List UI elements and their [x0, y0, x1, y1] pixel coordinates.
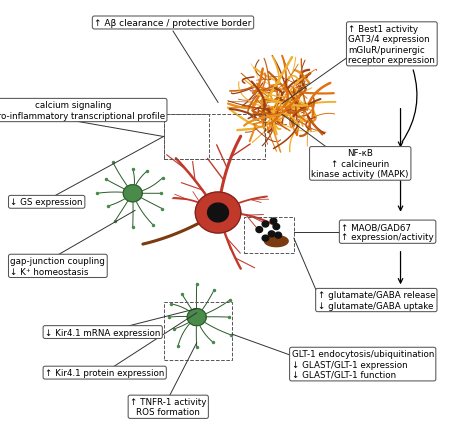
Bar [244, 217, 294, 253]
Text: ↑ Best1 activity
GAT3/4 expression
mGluR/purinergic
receptor expression: ↑ Best1 activity GAT3/4 expression mGluR… [348, 25, 435, 65]
Text: ↑ Aβ clearance / protective border: ↑ Aβ clearance / protective border [94, 19, 252, 28]
Polygon shape [268, 231, 275, 237]
Polygon shape [256, 227, 263, 233]
Polygon shape [275, 233, 282, 239]
Text: ↑ glutamate/GABA release
↓ glutamate/GABA uptake: ↑ glutamate/GABA release ↓ glutamate/GAB… [318, 291, 435, 310]
Polygon shape [270, 219, 277, 225]
Polygon shape [273, 224, 280, 230]
Text: ↑ TNFR-1 activity
ROS formation: ↑ TNFR-1 activity ROS formation [130, 397, 207, 417]
Text: GLT-1 endocytosis/ubiquitination
↓ GLAST/GLT-1 expression
↓ GLAST/GLT-1 function: GLT-1 endocytosis/ubiquitination ↓ GLAST… [292, 349, 434, 379]
Polygon shape [262, 222, 269, 227]
Text: calcium signaling
↑ pro-inflammatory transcriptional profile: calcium signaling ↑ pro-inflammatory tra… [0, 101, 165, 121]
Polygon shape [187, 309, 206, 326]
Text: ↑ Kir4.1 protein expression: ↑ Kir4.1 protein expression [45, 368, 164, 377]
Text: NF-κB
↑ calcineurin
kinase activity (MAPK): NF-κB ↑ calcineurin kinase activity (MAP… [311, 149, 409, 179]
Bar [164, 115, 209, 160]
Text: ↑ MAOB/GAD67
↑ expression/activity: ↑ MAOB/GAD67 ↑ expression/activity [341, 222, 434, 242]
Polygon shape [264, 236, 288, 247]
Polygon shape [262, 236, 269, 242]
Polygon shape [123, 185, 142, 202]
Polygon shape [208, 204, 228, 222]
Bar [164, 302, 232, 360]
Text: ↓ GS expression: ↓ GS expression [10, 198, 83, 207]
Bar [164, 115, 265, 160]
Polygon shape [195, 193, 241, 233]
Text: gap-junction coupling
↓ K⁺ homeostasis: gap-junction coupling ↓ K⁺ homeostasis [10, 256, 105, 276]
Text: ↓ Kir4.1 mRNA expression: ↓ Kir4.1 mRNA expression [45, 328, 160, 337]
